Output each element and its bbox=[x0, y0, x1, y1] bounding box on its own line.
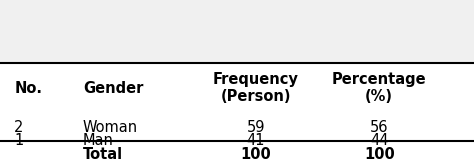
Text: 44: 44 bbox=[370, 133, 389, 148]
Text: Percentage
(%): Percentage (%) bbox=[332, 72, 427, 104]
Text: Gender: Gender bbox=[83, 81, 143, 96]
Text: 59: 59 bbox=[246, 120, 265, 135]
Text: No.: No. bbox=[14, 81, 42, 96]
Text: Total: Total bbox=[83, 147, 123, 162]
Text: 2: 2 bbox=[14, 120, 24, 135]
Text: 56: 56 bbox=[370, 120, 389, 135]
Text: Man: Man bbox=[83, 133, 114, 148]
Text: 41: 41 bbox=[246, 133, 265, 148]
Text: 100: 100 bbox=[364, 147, 394, 162]
Text: 100: 100 bbox=[241, 147, 271, 162]
Text: Frequency
(Person): Frequency (Person) bbox=[213, 72, 299, 104]
Bar bbox=[0, 0, 474, 63]
Text: 1: 1 bbox=[14, 133, 24, 148]
Text: Woman: Woman bbox=[83, 120, 138, 135]
